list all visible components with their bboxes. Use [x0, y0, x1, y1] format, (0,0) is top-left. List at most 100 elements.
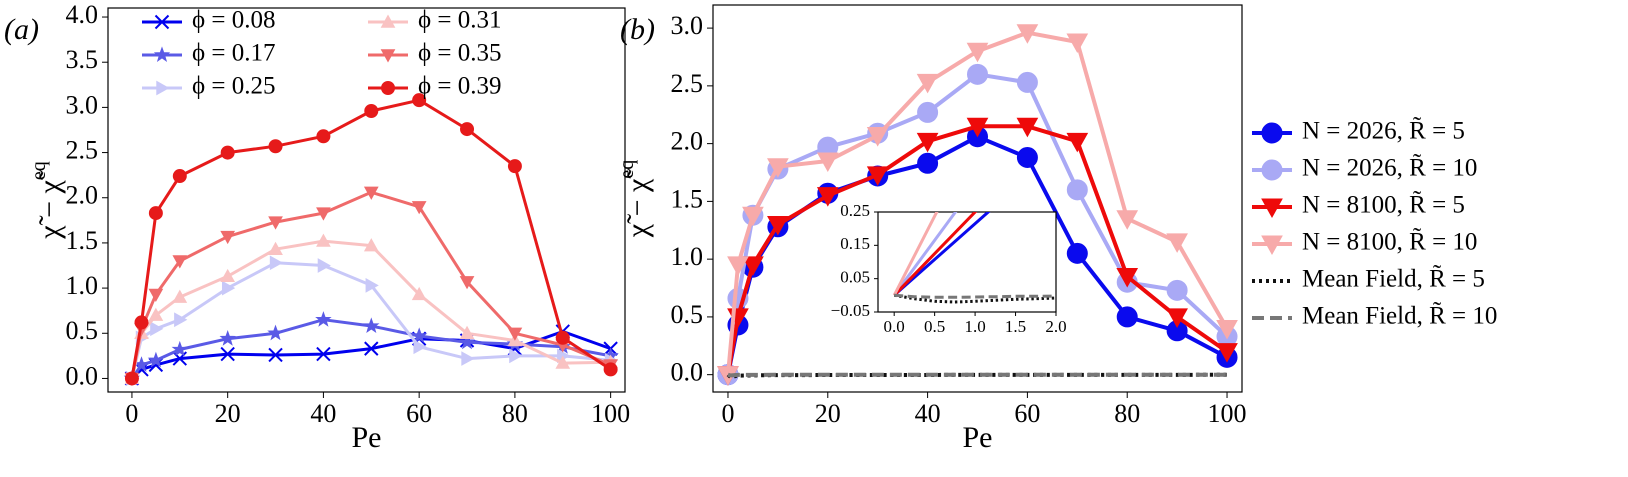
- legend-marker: [1261, 159, 1283, 181]
- marker: [1016, 146, 1038, 168]
- series-line: [893, 293, 1056, 304]
- marker: [172, 289, 188, 303]
- marker: [172, 255, 188, 269]
- legend-marker: [1261, 198, 1283, 219]
- marker: [315, 311, 332, 327]
- marker: [148, 307, 164, 321]
- marker: [459, 276, 475, 290]
- legend-label: Mean Field, R̃ = 10: [1302, 302, 1497, 330]
- marker: [365, 278, 379, 293]
- marker: [507, 159, 522, 174]
- marker: [460, 122, 475, 137]
- marker: [458, 333, 476, 350]
- marker: [363, 186, 379, 200]
- legend-label: ϕ = 0.31: [418, 7, 502, 34]
- y-axis-label-sup: eq: [28, 161, 50, 180]
- marker: [1116, 210, 1139, 230]
- x-tick-label: 40: [915, 399, 941, 428]
- x-tick-label: 1.0: [964, 317, 985, 336]
- marker: [363, 317, 380, 333]
- x-tick-label: 0: [125, 399, 138, 428]
- marker: [916, 132, 939, 153]
- series-line: [894, 293, 1056, 299]
- y-tick-label: 0.15: [840, 234, 870, 253]
- legend-label: Mean Field, R̃ = 5: [1302, 265, 1485, 293]
- x-tick-label: 20: [215, 399, 241, 428]
- marker: [364, 341, 379, 356]
- y-tick-label: 3.0: [66, 90, 99, 119]
- legend-marker: [1261, 122, 1283, 144]
- marker: [1166, 279, 1188, 301]
- marker: [742, 206, 764, 227]
- y-tick-label: 0.5: [671, 300, 704, 329]
- marker: [866, 127, 889, 147]
- marker: [509, 348, 523, 364]
- marker: [1016, 24, 1039, 44]
- marker: [150, 321, 164, 337]
- x-axis-label: Pe: [963, 421, 993, 454]
- panel-label: (a): [4, 13, 39, 46]
- marker: [816, 187, 839, 207]
- marker: [363, 238, 379, 252]
- marker: [172, 169, 187, 184]
- legend-marker: [380, 14, 396, 28]
- legend-marker: [380, 49, 396, 63]
- marker: [966, 117, 989, 138]
- legend-label: ϕ = 0.35: [418, 40, 502, 67]
- marker: [411, 327, 428, 344]
- y-tick-label: 3.0: [671, 11, 704, 40]
- marker: [555, 355, 571, 369]
- x-tick-label: 1.5: [1005, 317, 1026, 336]
- panel-label: (b): [620, 13, 655, 46]
- marker: [364, 104, 379, 119]
- marker: [507, 327, 523, 341]
- marker: [866, 166, 889, 186]
- legend-label: ϕ = 0.25: [192, 73, 276, 100]
- marker: [1216, 343, 1238, 363]
- plot-frame: [877, 211, 1057, 313]
- marker: [316, 207, 331, 221]
- marker: [1166, 233, 1188, 253]
- legend-label: ϕ = 0.39: [418, 73, 502, 100]
- y-axis-label-sup: eq: [616, 160, 638, 179]
- marker: [1216, 319, 1238, 340]
- y-axis-label: χ̃ − χ̃eq: [616, 160, 654, 238]
- plot-area: [717, 24, 1238, 386]
- x-axis-label: Pe: [352, 421, 382, 454]
- x-tick-label: 60: [406, 399, 432, 428]
- marker: [316, 129, 331, 144]
- marker: [411, 286, 427, 301]
- y-tick-label: 4.0: [66, 0, 99, 29]
- x-tick-label: 40: [310, 399, 336, 428]
- marker: [966, 42, 989, 63]
- x-tick-label: 2.0: [1045, 317, 1066, 336]
- marker: [555, 330, 570, 345]
- marker: [1016, 117, 1039, 138]
- marker: [917, 152, 939, 174]
- marker: [742, 256, 764, 276]
- y-tick-label: 1.5: [671, 184, 704, 213]
- legend-label: N = 8100, R̃ = 10: [1302, 228, 1477, 256]
- y-tick-label: 0.25: [840, 201, 870, 220]
- x-tick-label: 0.5: [924, 317, 945, 336]
- marker: [269, 255, 284, 271]
- marker: [603, 362, 618, 377]
- y-tick-label: 1.0: [671, 242, 704, 271]
- x-tick-label: 80: [502, 399, 528, 428]
- y-axis-label-main: χ̃ − χ̃: [33, 170, 66, 240]
- marker: [917, 101, 939, 123]
- y-tick-label: 0.0: [66, 361, 99, 390]
- marker: [411, 201, 427, 215]
- x-tick-label: 80: [1114, 399, 1140, 428]
- y-tick-label: −0.05: [831, 301, 870, 320]
- y-tick-label: 2.5: [671, 69, 704, 98]
- legend-label: ϕ = 0.08: [192, 7, 276, 34]
- y-axis-label: χ̃ − χ̃eq: [28, 161, 66, 239]
- marker: [767, 158, 789, 178]
- legend-marker: [153, 46, 171, 63]
- marker: [316, 346, 331, 362]
- x-tick-label: 20: [815, 399, 841, 428]
- legend-label: N = 8100, R̃ = 5: [1302, 191, 1465, 219]
- marker: [1066, 132, 1089, 153]
